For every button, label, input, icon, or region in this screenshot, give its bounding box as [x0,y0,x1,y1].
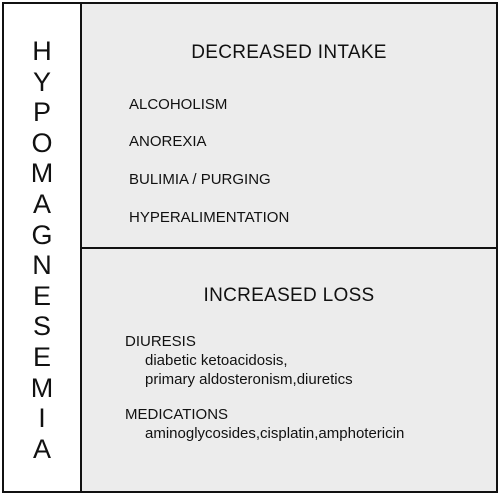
list-item: BULIMIA / PURGING [129,171,271,188]
increased-loss-panel: INCREASED LOSS DIURESIS diabetic ketoaci… [82,249,496,491]
side-title-letter: E [32,280,51,311]
side-title-letter: G [31,219,53,250]
side-title-letter: H [32,36,52,66]
side-title-letter: P [32,97,51,128]
side-title-letter: O [31,127,53,158]
side-title-letter: Y [32,66,51,97]
medications-line: aminoglycosides,cisplatin,amphotericin [145,425,405,442]
side-title-column: H Y P O M A G N E S E M I A [4,4,82,491]
list-item: ANOREXIA [129,133,207,150]
side-title-letter: M [30,372,54,403]
medications-title: MEDICATIONS [125,406,229,423]
side-title-letter: S [32,311,51,342]
decreased-intake-heading: DECREASED INTAKE [191,42,387,63]
list-item: ALCOHOLISM [129,96,228,113]
side-title-letter: A [32,189,51,220]
list-item: HYPERALIMENTATION [129,209,290,226]
diuresis-title: DIURESIS [125,333,196,350]
side-title-letter: M [30,158,54,189]
diuresis-line: diabetic ketoacidosis, [145,352,288,369]
side-title-letter: A [32,433,51,464]
diuresis-line: primary aldosteronism,diuretics [145,371,353,388]
side-title-letter: N [32,250,52,281]
increased-loss-heading: INCREASED LOSS [203,285,375,306]
side-title-letter: E [32,342,51,373]
side-title-hypomagnesemia: H Y P O M A G N E S E M I A [4,36,80,464]
decreased-intake-panel: DECREASED INTAKE ALCOHOLISM ANOREXIA BUL… [82,4,496,249]
side-title-letter: I [38,403,46,434]
